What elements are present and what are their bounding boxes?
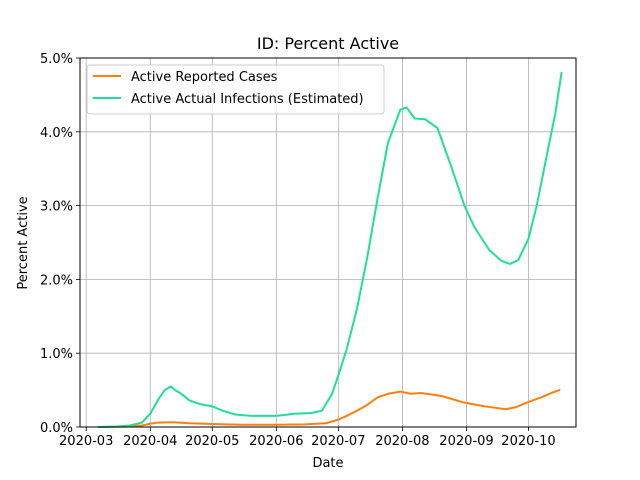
y-axis: 0.0% 1.0% 2.0% 3.0% 4.0% 5.0%	[40, 52, 80, 436]
legend: Active Reported Cases Active Actual Infe…	[86, 64, 385, 115]
x-tick-label: 2020-06	[249, 434, 303, 449]
plot-frame	[79, 57, 577, 428]
x-axis-title: Date	[312, 456, 343, 471]
series-line-estimated	[97, 71, 563, 428]
legend-label-reported: Active Reported Cases	[131, 70, 278, 85]
x-tick-label: 2020-09	[439, 434, 493, 449]
y-axis-title: Percent Active	[16, 196, 31, 289]
legend-label-estimated: Active Actual Infections (Estimated)	[131, 92, 364, 107]
x-tick-label: 2020-05	[185, 434, 239, 449]
y-tick-label: 0.0%	[40, 421, 73, 436]
x-tick-label: 2020-07	[311, 434, 365, 449]
series-lines	[97, 71, 563, 428]
y-tick-label: 4.0%	[40, 126, 73, 141]
chart-title: ID: Percent Active	[257, 34, 399, 53]
y-tick-label: 5.0%	[40, 52, 73, 67]
legend-box	[86, 64, 385, 115]
x-tick-label: 2020-10	[501, 434, 555, 449]
y-tick-label: 1.0%	[40, 347, 73, 362]
x-tick-label: 2020-08	[375, 434, 429, 449]
x-axis: 2020-03 2020-04 2020-05 2020-06 2020-07 2020-…	[59, 427, 556, 449]
series-line-reported	[97, 389, 561, 428]
y-tick-label: 3.0%	[40, 200, 73, 215]
y-tick-label: 2.0%	[40, 273, 73, 288]
x-tick-label: 2020-04	[123, 434, 177, 449]
x-tick-label: 2020-03	[59, 434, 113, 449]
